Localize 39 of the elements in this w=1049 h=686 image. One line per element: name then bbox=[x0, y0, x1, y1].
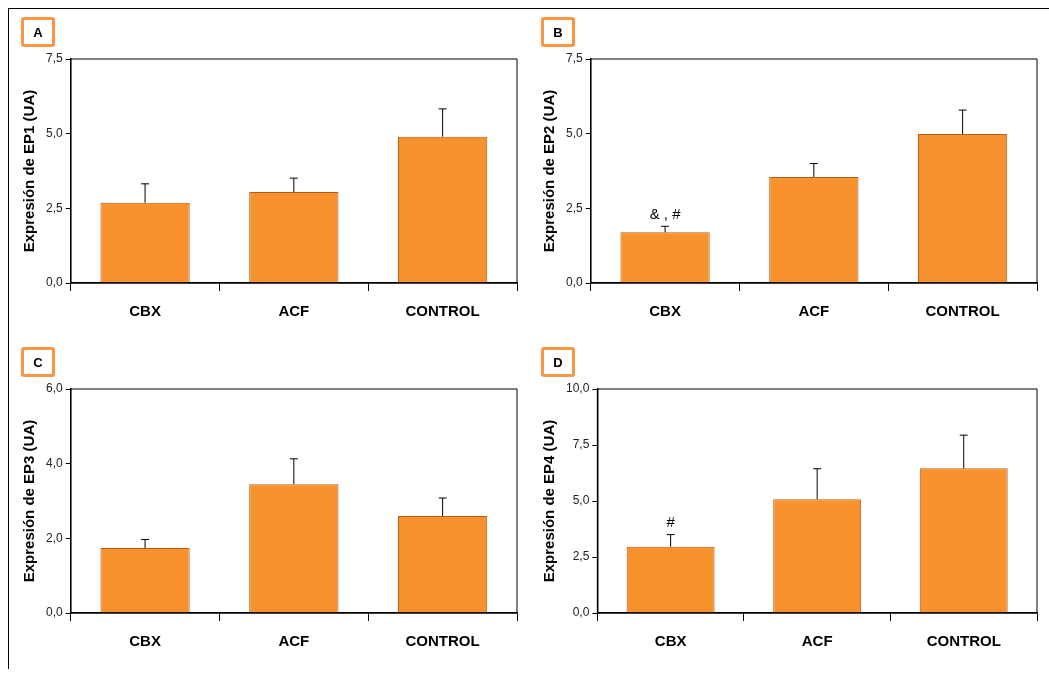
y-tick-label: 2,5 bbox=[572, 549, 590, 564]
x-tick-label: CBX bbox=[129, 302, 161, 320]
y-tick-label: 6,0 bbox=[45, 381, 63, 396]
y-tick-label: 2,5 bbox=[45, 200, 63, 215]
y-tick-label: 7,5 bbox=[565, 51, 583, 66]
y-axis-title: Expresión de EP1 (UA) bbox=[20, 89, 38, 253]
y-axis-title: Expresión de EP4 (UA) bbox=[540, 419, 558, 583]
x-tick-label: CBX bbox=[129, 632, 161, 650]
y-tick-label: 4,0 bbox=[45, 455, 63, 470]
chart-title: C bbox=[21, 347, 55, 377]
y-axis-title: Expresión de EP3 (UA) bbox=[20, 419, 38, 583]
x-tick-label: ACF bbox=[801, 632, 833, 650]
x-tick-label: ACF bbox=[278, 632, 310, 650]
x-tick-label: CONTROL bbox=[925, 302, 1000, 320]
y-tick-label: 5,0 bbox=[565, 125, 583, 140]
y-tick-label: 0,0 bbox=[572, 605, 590, 620]
y-tick-label: 5,0 bbox=[572, 493, 590, 508]
y-tick-label: 0,0 bbox=[45, 605, 63, 620]
y-tick-label: 0,0 bbox=[45, 275, 63, 290]
y-tick-label: 2,0 bbox=[45, 530, 63, 545]
x-tick-label: CONTROL bbox=[405, 632, 480, 650]
x-tick-label: CBX bbox=[649, 302, 681, 320]
x-tick-label: CONTROL bbox=[926, 632, 1001, 650]
annotation: & , # bbox=[649, 204, 682, 222]
x-tick-label: CBX bbox=[654, 632, 687, 650]
chart-title: D bbox=[541, 347, 575, 377]
x-tick-label: ACF bbox=[798, 302, 830, 320]
y-tick-label: 2,5 bbox=[565, 200, 583, 215]
chart-title: B bbox=[541, 17, 575, 47]
x-tick-label: CONTROL bbox=[405, 302, 480, 320]
y-tick-label: 7,5 bbox=[572, 437, 590, 452]
x-tick-label: ACF bbox=[278, 302, 310, 320]
y-tick-label: 5,0 bbox=[45, 125, 63, 140]
y-tick-label: 10,0 bbox=[566, 381, 590, 396]
annotation: # bbox=[666, 513, 676, 531]
y-axis-title: Expresión de EP2 (UA) bbox=[540, 89, 558, 253]
chart-title: A bbox=[21, 17, 55, 47]
y-tick-label: 7,5 bbox=[45, 51, 63, 66]
y-tick-label: 0,0 bbox=[565, 275, 583, 290]
